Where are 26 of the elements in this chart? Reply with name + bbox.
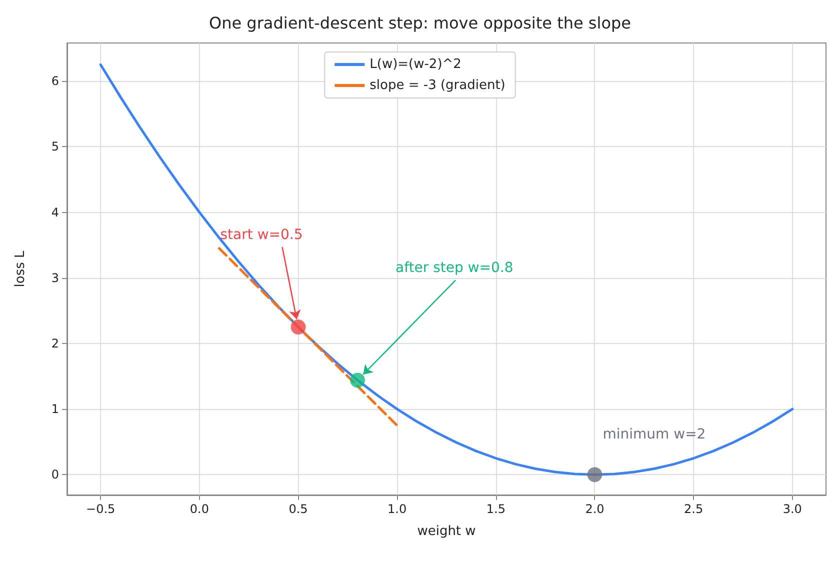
y-tick-label: 5 xyxy=(51,140,59,154)
point xyxy=(290,320,306,335)
x-tick-label: 2.5 xyxy=(684,502,704,516)
x-tick-label: 2.0 xyxy=(585,502,604,516)
y-tick-label: 0 xyxy=(51,468,59,482)
y-tick-label: 4 xyxy=(51,205,59,220)
annotation: minimum w=2 xyxy=(602,426,706,443)
x-tick-label: 1.5 xyxy=(486,502,506,516)
annotation: after step w=0.8 xyxy=(396,260,514,276)
point xyxy=(587,467,602,482)
x-axis-title: weight w xyxy=(417,524,476,539)
chart-title: One gradient-descent step: move opposite the slope xyxy=(209,14,631,32)
x-tick-label: 0.0 xyxy=(190,502,209,516)
x-tick-label: −0.5 xyxy=(86,502,116,516)
annotation: start w=0.5 xyxy=(220,227,303,244)
y-tick-label: 6 xyxy=(51,74,59,88)
y-tick-label: 2 xyxy=(51,336,59,350)
y-tick-label: 1 xyxy=(51,402,59,416)
x-tick-label: 0.5 xyxy=(288,502,308,516)
point xyxy=(350,372,366,388)
y-tick-label: 3 xyxy=(51,270,59,285)
x-tick-label: 3.0 xyxy=(782,502,802,516)
y-axis-title: loss L xyxy=(13,250,28,288)
legend-label: slope = -3 (gradient) xyxy=(370,78,506,93)
x-tick-label: 1.0 xyxy=(388,502,407,516)
legend-label: L(w)=(w-2)^2 xyxy=(370,57,462,72)
